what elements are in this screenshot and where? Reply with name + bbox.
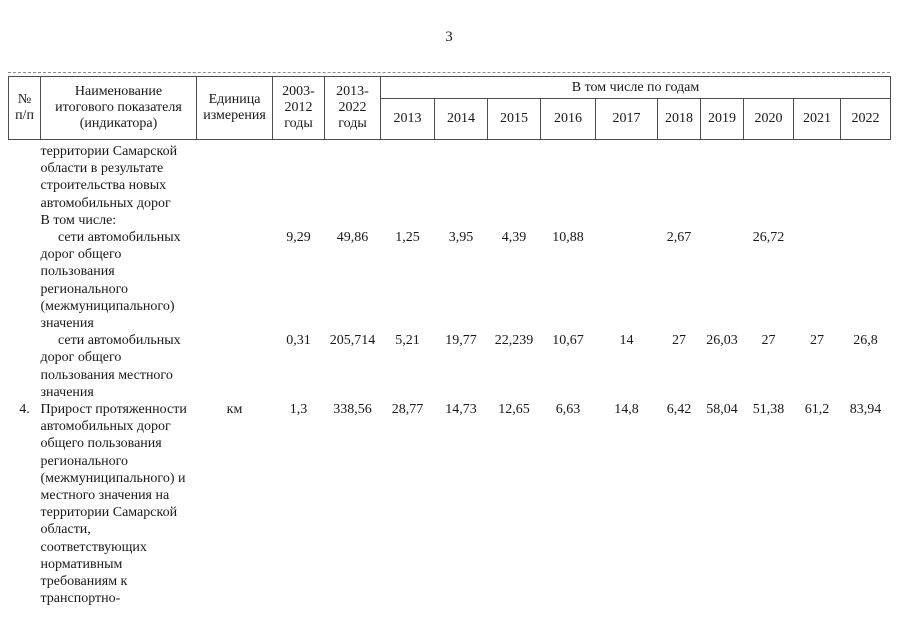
year-header-2016: 2016	[540, 98, 596, 140]
cell-year-2013: 28,77	[391, 402, 424, 418]
cell-indicator-name: территории Самарской области в результат…	[40, 144, 178, 228]
cell-total-2013-2022: 205,714	[329, 333, 376, 349]
cell-year-2014: 3,95	[448, 230, 474, 246]
cell-indicator-name: Прирост протяженности автомобильных доро…	[40, 402, 187, 607]
cell-year-2018: 6,42	[666, 402, 692, 418]
cell-year-2015	[488, 140, 541, 230]
cell-year-2022	[841, 140, 891, 230]
year-header-2015: 2015	[487, 98, 541, 140]
cell-year-2022	[841, 229, 891, 332]
cell-indicator-name: сети автомобильных дорог общего пользова…	[40, 230, 181, 332]
header-cell-years-group: В том числе по годам	[380, 76, 891, 99]
cell-year-2013: 5,21	[395, 333, 420, 349]
cell-year-2016: 6,63	[555, 402, 581, 418]
table-body: территории Самарской области в результат…	[9, 140, 891, 608]
cell-year-2016	[541, 140, 596, 230]
cell-year-2015: 12,65	[498, 402, 530, 418]
cell-unit: км	[226, 402, 243, 418]
cell-total-2003-2012: 1,3	[289, 402, 308, 418]
cell-year-2019	[701, 229, 744, 332]
year-header-2020: 2020	[743, 98, 794, 140]
cell-year-2014: 19,77	[445, 333, 477, 349]
table-row-local-roads: сети автомобильных дорог общего пользова…	[9, 332, 891, 401]
page-number: 3	[445, 29, 453, 45]
table-top-rule	[8, 72, 890, 73]
cell-year-2022: 83,94	[849, 402, 882, 418]
cell-year-2019: 26,03	[706, 333, 738, 349]
cell-year-2017: 14,8	[614, 402, 639, 418]
cell-row-number: 4.	[19, 402, 30, 418]
cell-year-2018: 2,67	[666, 230, 692, 246]
cell-row-number	[9, 229, 41, 332]
cell-year-2016: 10,88	[552, 230, 584, 246]
year-header-2018: 2018	[657, 98, 701, 140]
cell-year-2020: 27	[761, 333, 776, 349]
table-header: № п/п Наименование итогового показателя …	[8, 76, 891, 140]
cell-year-2021	[794, 140, 841, 230]
cell-year-2013	[381, 140, 435, 230]
year-header-2019: 2019	[700, 98, 744, 140]
header-cell-2013-2022: 2013- 2022 годы	[324, 76, 381, 140]
cell-year-2019: 58,04	[706, 402, 738, 418]
year-header-2021: 2021	[793, 98, 841, 140]
year-header-2022: 2022	[840, 98, 891, 140]
cell-total-2013-2022: 338,56	[333, 402, 372, 418]
cell-total-2013-2022: 49,86	[336, 230, 369, 246]
cell-unit	[197, 140, 273, 230]
cell-year-2015: 22,239	[494, 333, 534, 349]
cell-year-2017: 14	[619, 333, 634, 349]
table-row-continuation: территории Самарской области в результат…	[9, 140, 891, 230]
cell-year-2018: 27	[672, 333, 686, 349]
cell-row-number	[9, 140, 41, 230]
cell-year-2018	[658, 140, 701, 230]
header-row-years: 2013 2014 2015 2016 2017 2018 2019 2020 …	[9, 98, 891, 140]
cell-year-2022: 26,8	[853, 333, 878, 349]
cell-indicator-name: сети автомобильных дорог общего пользова…	[40, 333, 181, 400]
header-cell-indicator-name: Наименование итогового показателя (индик…	[40, 76, 197, 140]
cell-unit	[197, 229, 273, 332]
cell-year-2017	[596, 140, 658, 230]
cell-year-2016: 10,67	[552, 333, 584, 349]
header-cell-2003-2012: 2003- 2012 годы	[272, 76, 325, 140]
cell-year-2019	[701, 140, 744, 230]
table-row-4-length-increase: 4. Прирост протяженности автомобильных д…	[9, 401, 891, 607]
year-header-2017: 2017	[595, 98, 658, 140]
year-header-2013: 2013	[380, 98, 435, 140]
cell-total-2003-2012: 0,31	[286, 333, 311, 349]
indicators-table: № п/п Наименование итогового показателя …	[8, 76, 891, 607]
cell-total-2003-2012	[273, 140, 325, 230]
cell-year-2013: 1,25	[395, 230, 420, 246]
cell-year-2017	[596, 229, 658, 332]
cell-row-number	[9, 332, 41, 401]
cell-year-2014	[435, 140, 488, 230]
cell-year-2020	[744, 140, 794, 230]
cell-year-2020: 26,72	[752, 230, 785, 246]
cell-year-2020: 51,38	[752, 402, 785, 418]
table-row-regional-roads: сети автомобильных дорог общего пользова…	[9, 229, 891, 332]
cell-year-2021: 27	[810, 333, 824, 349]
cell-year-2021	[794, 229, 841, 332]
cell-total-2003-2012: 9,29	[286, 230, 311, 246]
cell-year-2014: 14,73	[445, 402, 477, 418]
header-cell-row-number: № п/п	[8, 76, 41, 140]
cell-year-2015: 4,39	[501, 230, 527, 246]
header-row-top: № п/п Наименование итогового показателя …	[8, 76, 891, 140]
cell-unit	[197, 332, 273, 401]
year-header-2014: 2014	[434, 98, 488, 140]
cell-year-2021: 61,2	[804, 402, 830, 418]
cell-total-2013-2022	[325, 140, 381, 230]
header-cell-unit: Единица измерения	[196, 76, 273, 140]
